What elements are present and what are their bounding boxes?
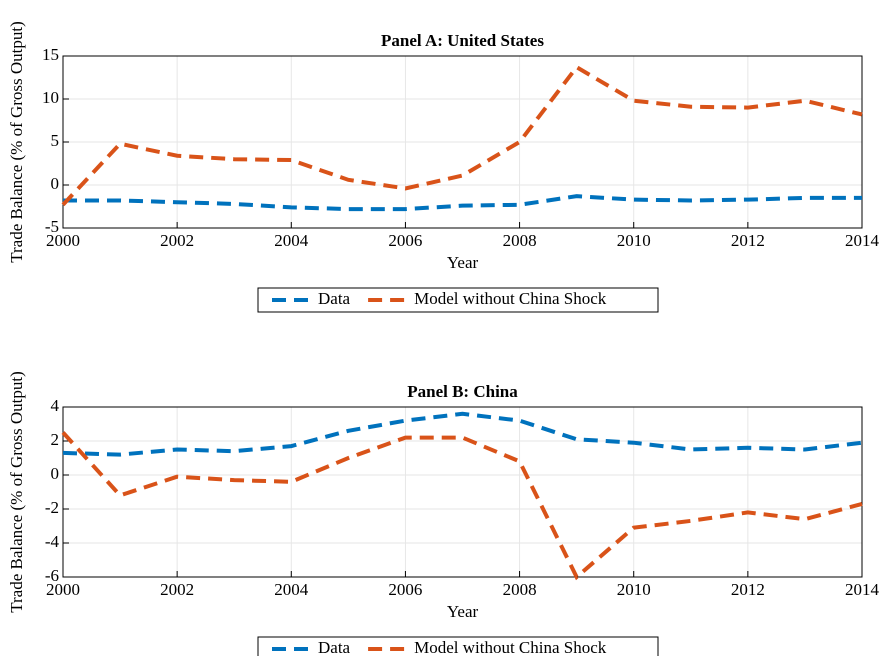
x-tick-label: 2010 (617, 231, 651, 250)
y-tick-label: 0 (51, 464, 60, 483)
x-tick-label: 2008 (503, 580, 537, 599)
y-tick-label: 4 (51, 396, 60, 415)
y-tick-label: 2 (51, 430, 60, 449)
data-line (62, 411, 863, 457)
x-tick-label: 2000 (46, 580, 80, 599)
y-tick-label: 15 (42, 45, 59, 64)
x-tick-label: 2006 (388, 231, 422, 250)
legend-label: Data (318, 289, 351, 308)
x-tick-label: 2002 (160, 231, 194, 250)
x-tick-label: 2012 (731, 231, 765, 250)
x-axis-label: Year (447, 602, 479, 621)
y-tick-label: 5 (51, 131, 60, 150)
x-tick-label: 2004 (274, 580, 309, 599)
legend-box (257, 287, 659, 313)
x-tick-label: 2012 (731, 580, 765, 599)
legend-label: Model without China Shock (414, 638, 607, 656)
x-axis-label: Year (447, 253, 479, 272)
chart-title: Panel A: United States (381, 31, 544, 50)
x-tick-label: 2006 (388, 580, 422, 599)
data-line (61, 431, 863, 581)
data-line (61, 64, 863, 207)
x-tick-label: 2004 (274, 231, 309, 250)
chart-title: Panel B: China (407, 382, 518, 401)
y-tick-label: 10 (42, 88, 59, 107)
x-tick-label: 2008 (503, 231, 537, 250)
y-tick-label: 0 (51, 174, 60, 193)
y-tick-label: -4 (45, 532, 60, 551)
legend-label: Data (318, 638, 351, 656)
legend-label: Model without China Shock (414, 289, 607, 308)
plot-frame (62, 406, 863, 578)
y-tick-label: -6 (45, 566, 59, 585)
x-tick-label: 2000 (46, 231, 80, 250)
x-tick-label: 2014 (845, 231, 880, 250)
x-tick-label: 2014 (845, 580, 880, 599)
y-tick-label: -2 (45, 498, 59, 517)
plot-frame (62, 55, 863, 229)
y-axis-label: Trade Balance (% of Gross Output) (7, 371, 26, 613)
y-tick-label: -5 (45, 217, 59, 236)
y-axis-label: Trade Balance (% of Gross Output) (7, 21, 26, 263)
x-tick-label: 2002 (160, 580, 194, 599)
legend-box (257, 636, 659, 656)
data-line (63, 194, 862, 212)
x-tick-label: 2010 (617, 580, 651, 599)
